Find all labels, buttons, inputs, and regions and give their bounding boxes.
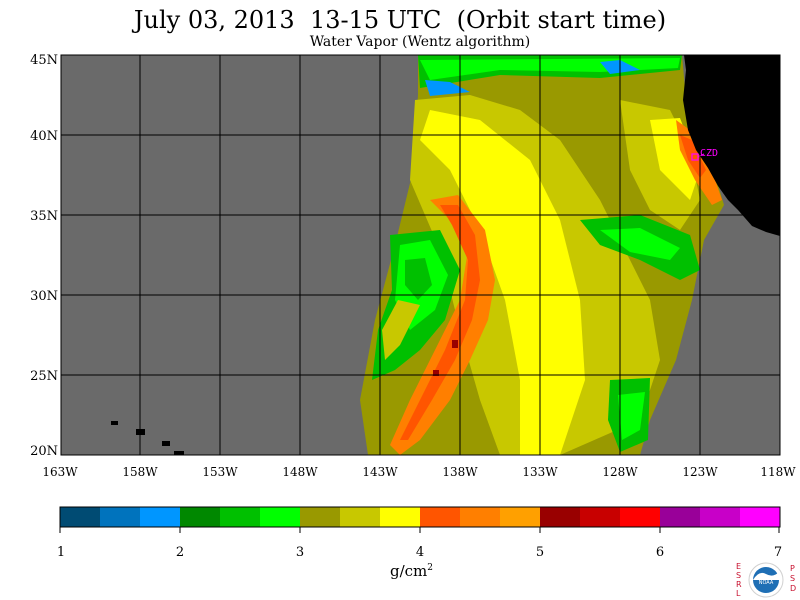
colorbar-swatch (620, 507, 661, 527)
colorbar-swatch (460, 507, 501, 527)
station-marker (691, 153, 705, 161)
map-frame (60, 54, 781, 456)
colorbar-swatch (140, 507, 181, 527)
logo-letter-e: E (736, 562, 741, 571)
colorbar-swatch (380, 507, 421, 527)
logo-letter-p: P (790, 564, 795, 573)
colorbar-tick-2: 2 (176, 545, 184, 560)
lon-label-148w: 148W (282, 465, 318, 479)
water-vapor-swath (360, 55, 724, 455)
map-area: CZD (61, 55, 780, 455)
longitude-labels: 163W 158W 153W 148W 143W 138W 133W 128W … (42, 465, 796, 479)
colorbar-tick-3: 3 (296, 545, 304, 560)
colorbar-swatch (740, 507, 781, 527)
logo-letter-s: S (736, 571, 741, 580)
land-mass (683, 55, 780, 236)
colorbar-tick-labels: 1 2 3 4 5 6 7 (57, 545, 782, 560)
lat-label-25n: 25N (30, 369, 58, 384)
colorbar-swatch (540, 507, 581, 527)
page-title: July 03, 2013 13-15 UTC (Orbit start tim… (133, 6, 667, 34)
noaa-esrl-psd-logo: E S R L P S D NOAA (736, 562, 796, 598)
colorbar-swatch (700, 507, 741, 527)
lat-label-45n: 45N (30, 53, 58, 68)
unit-exponent: 2 (427, 563, 434, 573)
colorbar-tick-6: 6 (656, 545, 664, 560)
colorbar-swatch (340, 507, 381, 527)
colorbar-swatch (60, 507, 101, 527)
station-label: CZD (700, 148, 718, 159)
logo-letter-l: L (736, 589, 741, 598)
colorbar-swatch (580, 507, 621, 527)
lat-label-35n: 35N (30, 209, 58, 224)
logo-center-text: NOAA (759, 580, 774, 586)
colorbar: 1 2 3 4 5 6 7 (57, 506, 782, 560)
lon-label-138w: 138W (442, 465, 478, 479)
colorbar-tick-1: 1 (57, 545, 65, 560)
colorbar-swatch (660, 507, 701, 527)
lon-label-153w: 153W (202, 465, 238, 479)
colorbar-swatch (260, 507, 301, 527)
colorbar-swatch (300, 507, 341, 527)
lon-label-123w: 123W (682, 465, 718, 479)
colorbar-swatch (500, 507, 541, 527)
logo-letter-s2: S (790, 574, 795, 583)
logo-letter-r: R (736, 580, 742, 589)
colorbar-tick-4: 4 (416, 545, 424, 560)
colorbar-tick-5: 5 (536, 545, 544, 560)
lat-label-30n: 30N (30, 289, 58, 304)
logo-letter-d: D (790, 584, 796, 593)
colorbar-swatch (420, 507, 461, 527)
lat-lon-grid (61, 55, 780, 455)
colorbar-swatches (60, 507, 781, 527)
colorbar-swatch (220, 507, 261, 527)
colorbar-tick-7: 7 (774, 545, 782, 560)
colorbar-swatch (180, 507, 221, 527)
colorbar-ticks (59, 527, 780, 533)
latitude-labels: 45N 40N 35N 30N 25N 20N (30, 53, 58, 459)
lon-label-133w: 133W (522, 465, 558, 479)
lat-label-40n: 40N (30, 129, 58, 144)
lon-label-128w: 128W (602, 465, 638, 479)
colorbar-swatch (100, 507, 141, 527)
colorbar-unit: g/cm2 (390, 562, 433, 580)
page-subtitle: Water Vapor (Wentz algorithm) (309, 34, 531, 50)
lon-label-163w: 163W (42, 465, 78, 479)
unit-base: g/cm (390, 562, 428, 580)
lon-label-118w: 118W (760, 465, 796, 479)
lon-label-158w: 158W (122, 465, 158, 479)
lon-label-143w: 143W (362, 465, 398, 479)
lat-label-20n: 20N (30, 444, 58, 459)
